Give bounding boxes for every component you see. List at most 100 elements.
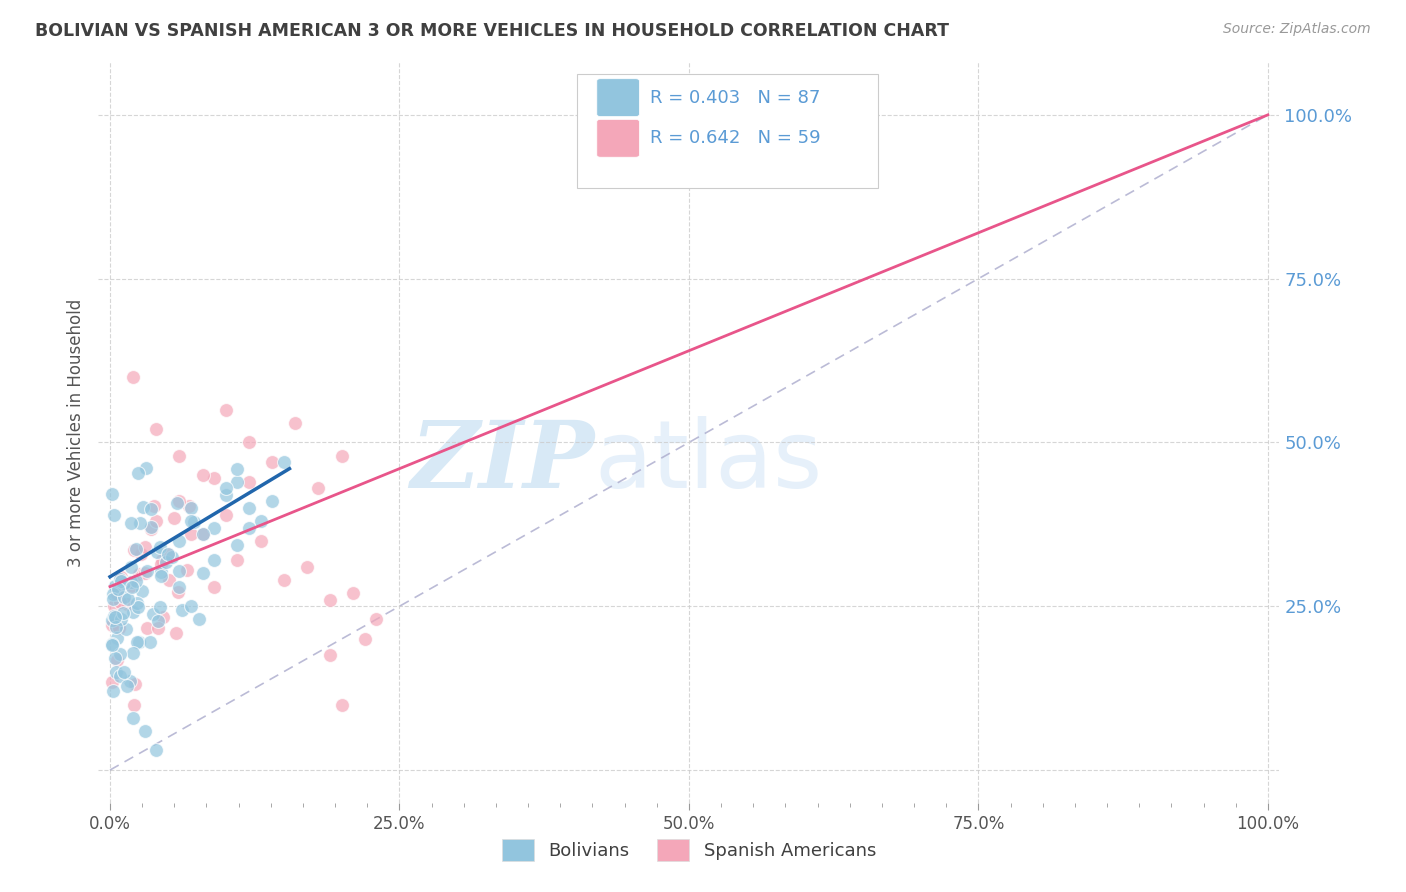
Point (215, 508, 238, 522)
Point (169, 565, 191, 579)
Point (169, 533, 191, 548)
Point (108, 669, 131, 683)
Point (101, 618, 124, 632)
Point (142, 607, 165, 621)
Point (122, 698, 145, 712)
Point (162, 511, 184, 525)
Point (105, 631, 128, 645)
Point (104, 610, 127, 624)
Point (136, 620, 159, 634)
Point (101, 587, 124, 601)
Point (226, 461, 249, 475)
Point (127, 600, 149, 615)
Point (139, 635, 162, 649)
Point (107, 653, 129, 667)
Point (179, 500, 201, 514)
Point (110, 595, 132, 609)
Point (112, 590, 135, 604)
Point (104, 579, 127, 593)
Point (121, 580, 143, 594)
Point (226, 553, 249, 567)
Point (155, 555, 177, 569)
Point (125, 574, 148, 588)
Point (141, 520, 163, 534)
Point (108, 622, 131, 636)
Point (146, 544, 169, 558)
Point (169, 449, 191, 463)
Point (145, 422, 167, 436)
Point (110, 574, 132, 588)
Point (110, 611, 132, 625)
Point (118, 673, 141, 688)
Point (121, 579, 143, 593)
Point (145, 514, 167, 528)
Point (101, 674, 124, 689)
Point (295, 560, 318, 574)
Point (180, 599, 202, 614)
Point (122, 370, 145, 384)
Point (136, 565, 159, 579)
Point (135, 460, 157, 475)
Point (101, 613, 124, 627)
Point (148, 614, 170, 628)
Point (166, 496, 188, 510)
Point (108, 647, 131, 661)
Point (134, 566, 156, 581)
Point (149, 569, 172, 583)
Point (165, 626, 187, 640)
Point (120, 574, 142, 589)
Point (148, 622, 170, 636)
FancyBboxPatch shape (596, 78, 640, 117)
Point (122, 543, 145, 558)
Point (128, 567, 150, 582)
Point (226, 538, 249, 552)
Point (238, 500, 260, 515)
Point (262, 494, 284, 508)
Point (110, 570, 132, 584)
Point (101, 637, 124, 651)
Point (117, 591, 139, 606)
Point (307, 481, 329, 495)
Point (122, 646, 145, 660)
Point (249, 533, 271, 548)
Point (238, 521, 260, 535)
Point (202, 580, 225, 594)
Y-axis label: 3 or more Vehicles in Household: 3 or more Vehicles in Household (66, 299, 84, 566)
Point (129, 516, 152, 531)
Point (115, 679, 138, 693)
Point (148, 599, 170, 614)
Point (125, 596, 148, 610)
Point (202, 521, 225, 535)
Point (103, 508, 125, 522)
Point (121, 605, 143, 619)
Text: BOLIVIAN VS SPANISH AMERICAN 3 OR MORE VEHICLES IN HOUSEHOLD CORRELATION CHART: BOLIVIAN VS SPANISH AMERICAN 3 OR MORE V… (35, 22, 949, 40)
Point (128, 634, 150, 648)
Point (157, 574, 180, 588)
Point (226, 475, 249, 489)
Point (202, 471, 225, 485)
Point (215, 488, 238, 502)
Point (191, 566, 214, 581)
Point (105, 587, 128, 601)
Point (180, 527, 202, 541)
Point (101, 638, 124, 652)
Point (122, 711, 145, 725)
Point (134, 723, 156, 738)
Point (107, 582, 129, 597)
Point (101, 487, 124, 501)
Point (156, 547, 179, 561)
Point (115, 598, 138, 612)
Point (191, 527, 214, 541)
Point (112, 575, 135, 590)
Point (284, 416, 307, 430)
FancyBboxPatch shape (576, 73, 877, 188)
Point (353, 632, 375, 646)
Point (176, 563, 198, 577)
Point (103, 608, 125, 623)
Point (166, 584, 188, 599)
Point (152, 609, 174, 624)
Point (202, 553, 225, 567)
Point (127, 467, 149, 481)
Point (127, 635, 149, 649)
Point (120, 560, 142, 574)
